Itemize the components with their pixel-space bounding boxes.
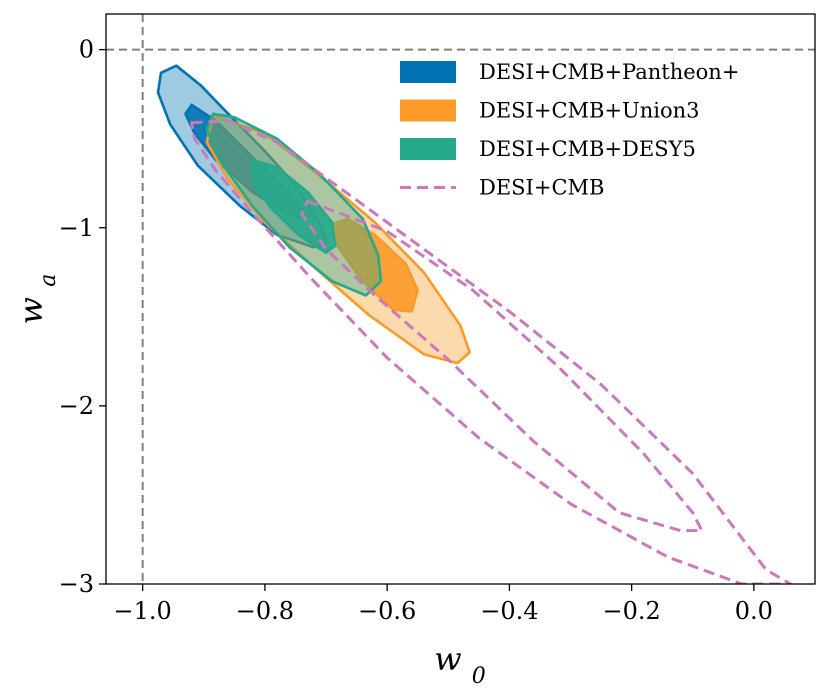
legend: DESI+CMB+Pantheon+ DESI+CMB+Union3 DESI+CM… bbox=[400, 60, 739, 200]
legend-label: DESI+CMB+Union3 bbox=[479, 99, 700, 123]
contour-desi-cmb-68 bbox=[300, 199, 704, 533]
series-desi-cmb-desy5 bbox=[205, 112, 383, 297]
y-tick-label: −3 bbox=[59, 570, 94, 598]
x-axis-title: w 0 bbox=[434, 640, 486, 689]
contour-desi-cmb-union3-68 bbox=[330, 217, 419, 313]
legend-item-desi-cmb-pantheon: DESI+CMB+Pantheon+ bbox=[400, 60, 739, 84]
legend-label: DESI+CMB+Pantheon+ bbox=[479, 60, 739, 84]
x-tick-label: 0.0 bbox=[735, 597, 773, 625]
y-axis-title: w a bbox=[12, 274, 61, 325]
x-tick-label: −1.0 bbox=[114, 597, 172, 625]
y-axis-title-subscript: a bbox=[36, 274, 61, 287]
y-tick-label: 0 bbox=[79, 36, 94, 64]
contour-desi-cmb-desy5-68 bbox=[251, 158, 337, 254]
x-tick-label: −0.6 bbox=[358, 597, 416, 625]
x-tick-label: −0.8 bbox=[236, 597, 294, 625]
series-desi-cmb bbox=[190, 119, 793, 584]
x-tick-label: −0.4 bbox=[480, 597, 538, 625]
x-axis: −1.0 −0.8 −0.6 −0.4 −0.2 0.0 bbox=[114, 584, 773, 625]
y-tick-label: −1 bbox=[59, 214, 94, 242]
y-axis-title-base: w bbox=[12, 297, 50, 324]
legend-item-desi-cmb-desy5: DESI+CMB+DESY5 bbox=[400, 137, 696, 161]
legend-swatch bbox=[400, 99, 456, 122]
y-tick-label: −2 bbox=[59, 392, 94, 420]
x-tick-label: −0.2 bbox=[602, 597, 660, 625]
y-axis: 0 −1 −2 −3 bbox=[59, 36, 106, 598]
plot-frame bbox=[105, 13, 816, 585]
x-axis-title-base: w bbox=[434, 640, 461, 678]
legend-label: DESI+CMB+DESY5 bbox=[479, 137, 696, 161]
legend-label: DESI+CMB bbox=[479, 176, 604, 200]
reference-lines bbox=[106, 14, 815, 584]
legend-swatch bbox=[400, 61, 456, 83]
legend-item-desi-cmb-union3: DESI+CMB+Union3 bbox=[400, 99, 700, 123]
legend-swatch bbox=[400, 138, 456, 160]
contour-desi-cmb-95 bbox=[190, 119, 793, 584]
legend-item-desi-cmb: DESI+CMB bbox=[400, 176, 604, 200]
contour-layer bbox=[156, 64, 793, 584]
x-axis-title-subscript: 0 bbox=[472, 664, 486, 689]
